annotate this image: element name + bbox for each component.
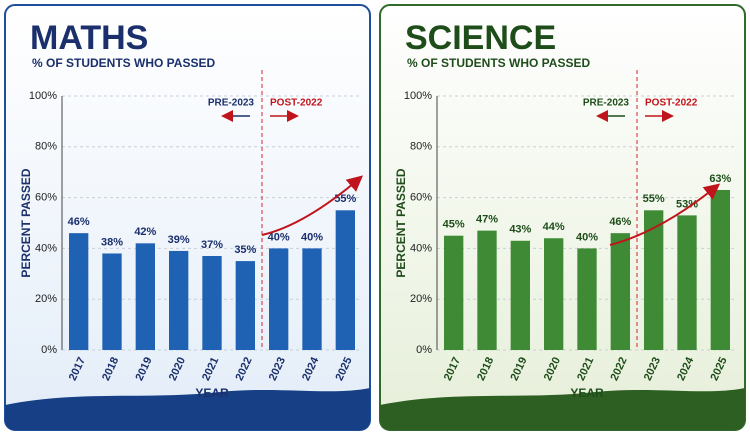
value-label: 40% bbox=[301, 231, 323, 243]
value-label: 63% bbox=[709, 173, 731, 185]
value-label: 55% bbox=[334, 193, 356, 205]
wave-decoration bbox=[380, 388, 745, 430]
bar bbox=[269, 248, 289, 350]
annotation: POST-2022 bbox=[270, 98, 323, 109]
y-tick-label: 80% bbox=[35, 141, 57, 153]
bar bbox=[102, 253, 122, 350]
value-label: 44% bbox=[543, 221, 565, 233]
y-tick-label: 20% bbox=[410, 293, 432, 305]
value-label: 45% bbox=[443, 219, 465, 231]
bar bbox=[135, 243, 155, 350]
chart-title: SCIENCE bbox=[405, 19, 556, 57]
value-label: 35% bbox=[234, 244, 256, 256]
y-axis-label: PERCENT PASSED bbox=[394, 168, 408, 277]
bar bbox=[235, 261, 255, 350]
y-tick-label: 100% bbox=[404, 90, 432, 102]
y-tick-label: 100% bbox=[29, 90, 57, 102]
annotation: PRE-2023 bbox=[208, 98, 255, 109]
trend-arrow bbox=[261, 175, 364, 236]
value-label: 55% bbox=[643, 193, 665, 205]
y-tick-label: 80% bbox=[410, 141, 432, 153]
value-label: 39% bbox=[168, 234, 190, 246]
bar bbox=[510, 240, 530, 350]
bar bbox=[610, 233, 630, 350]
x-axis-label: YEAR bbox=[195, 386, 229, 400]
value-label: 40% bbox=[268, 231, 290, 243]
y-tick-label: 40% bbox=[35, 242, 57, 254]
chart-title: MATHS bbox=[30, 19, 148, 57]
bar bbox=[644, 210, 664, 350]
annotation: PRE-2023 bbox=[583, 98, 630, 109]
y-tick-label: 0% bbox=[416, 344, 432, 356]
annotation: POST-2022 bbox=[645, 98, 698, 109]
y-tick-label: 60% bbox=[35, 192, 57, 204]
value-label: 43% bbox=[509, 224, 531, 236]
y-tick-label: 60% bbox=[410, 192, 432, 204]
bar bbox=[677, 215, 697, 350]
chart-subtitle: % OF STUDENTS WHO PASSED bbox=[407, 56, 590, 70]
bar bbox=[302, 248, 322, 350]
x-axis-label: YEAR bbox=[570, 386, 604, 400]
bar bbox=[577, 248, 597, 350]
bar bbox=[69, 233, 89, 350]
value-label: 38% bbox=[101, 236, 123, 248]
trend-arrow bbox=[609, 183, 721, 246]
value-label: 53% bbox=[676, 198, 698, 210]
value-label: 47% bbox=[476, 214, 498, 226]
bar bbox=[169, 250, 189, 350]
bar bbox=[335, 210, 355, 350]
value-label: 46% bbox=[609, 216, 631, 228]
y-axis-label: PERCENT PASSED bbox=[19, 168, 33, 277]
bar bbox=[710, 189, 730, 350]
y-tick-label: 0% bbox=[41, 344, 57, 356]
value-label: 37% bbox=[201, 239, 223, 251]
y-tick-label: 40% bbox=[410, 242, 432, 254]
bar bbox=[544, 238, 564, 350]
value-label: 42% bbox=[134, 226, 156, 238]
bar bbox=[477, 230, 497, 350]
value-label: 40% bbox=[576, 231, 598, 243]
y-tick-label: 20% bbox=[35, 293, 57, 305]
chart-subtitle: % OF STUDENTS WHO PASSED bbox=[32, 56, 215, 70]
bar bbox=[202, 256, 222, 350]
value-label: 46% bbox=[68, 216, 90, 228]
bar bbox=[444, 235, 464, 350]
wave-decoration bbox=[5, 388, 370, 430]
